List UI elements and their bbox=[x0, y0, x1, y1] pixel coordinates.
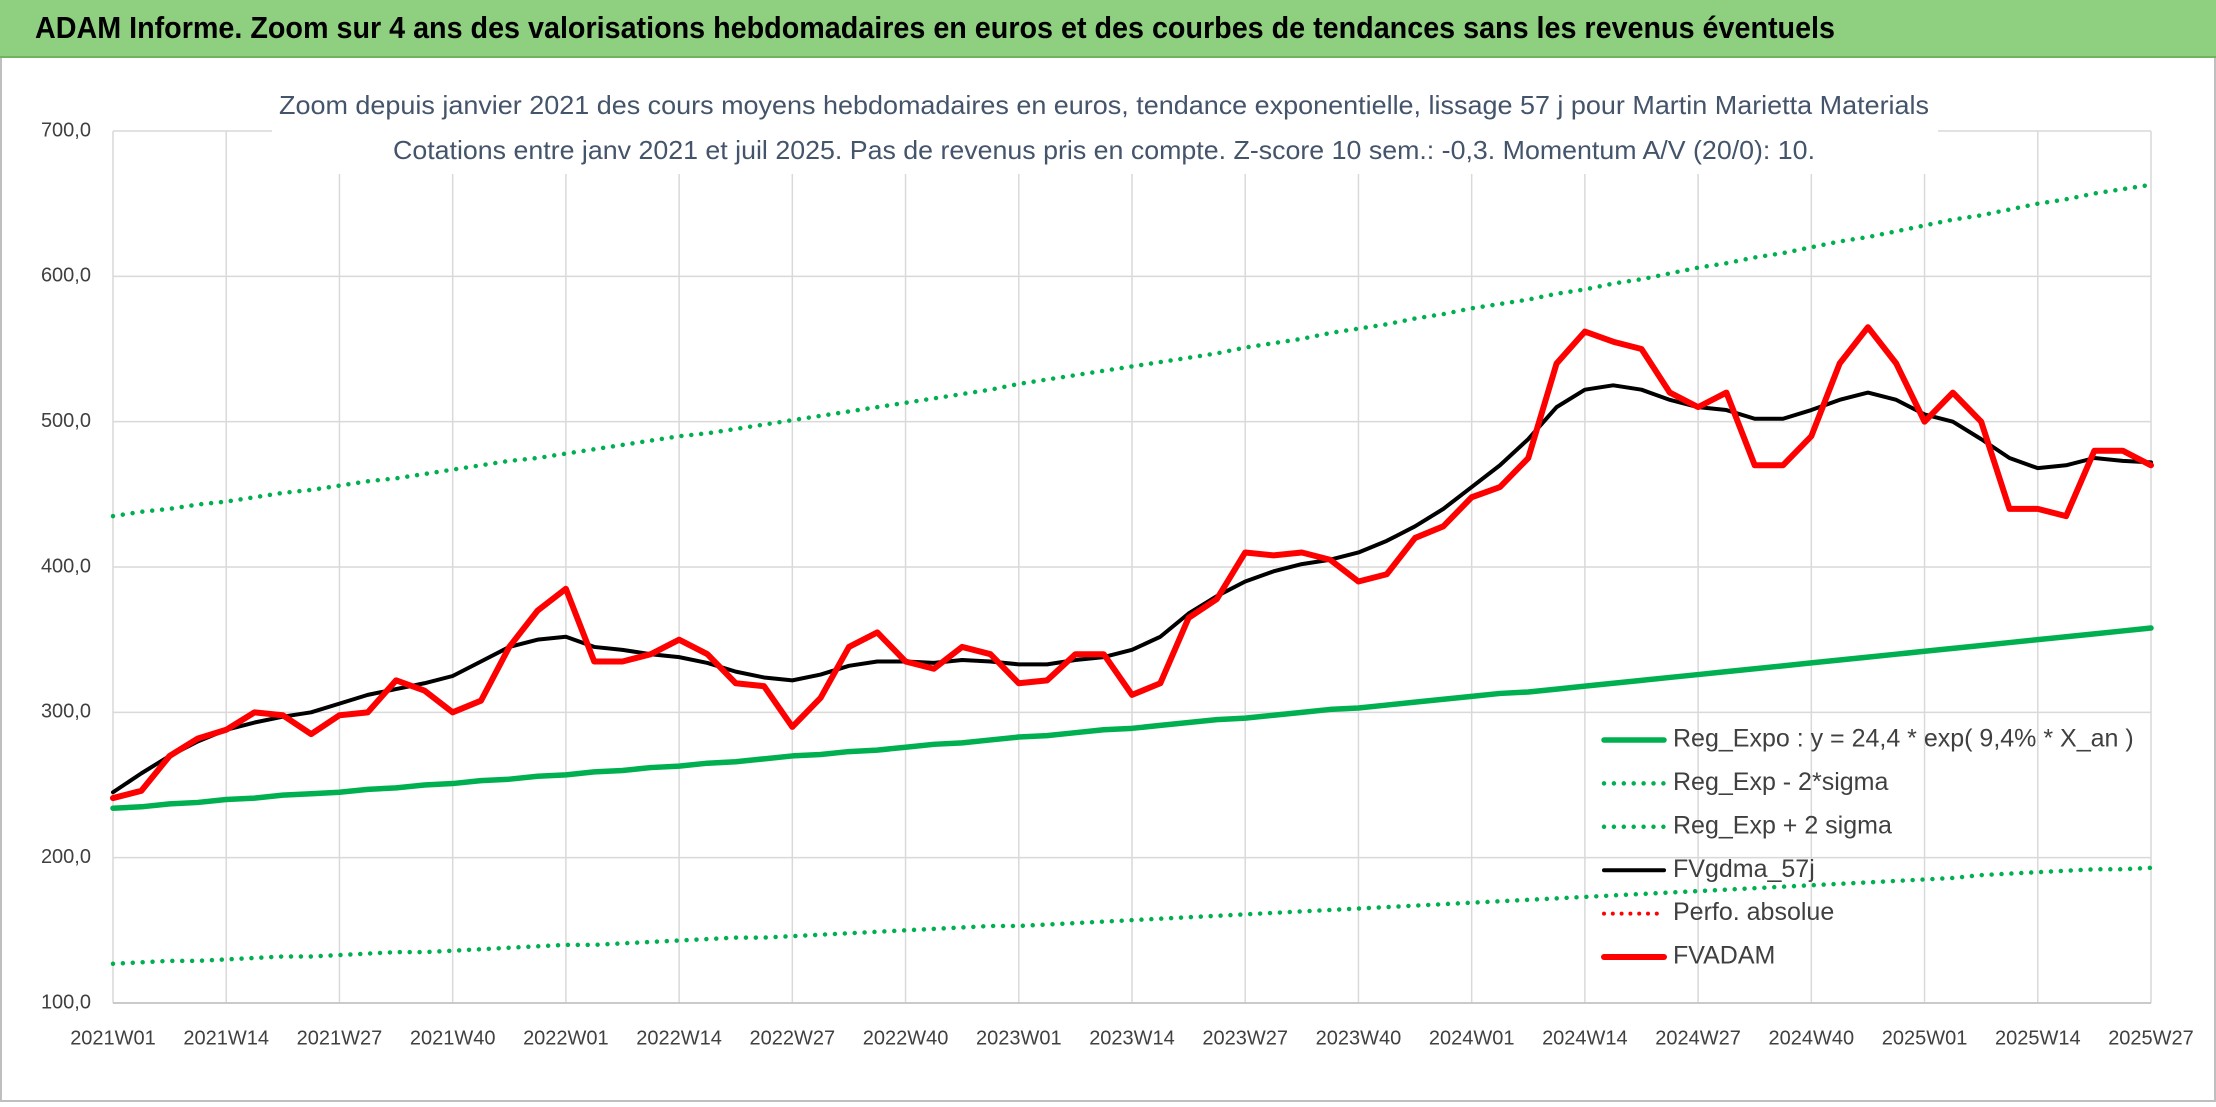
series-line bbox=[110, 182, 2154, 519]
x-tick-label: 2021W14 bbox=[183, 1027, 269, 1049]
x-tick-label: 2023W14 bbox=[1089, 1027, 1175, 1049]
banner-bg bbox=[0, 0, 2216, 57]
legend-label: Reg_Exp + 2 sigma bbox=[1673, 811, 1892, 839]
y-tick-label: 500,0 bbox=[41, 410, 91, 432]
chart-title: Zoom depuis janvier 2021 des cours moyen… bbox=[279, 90, 1929, 120]
chart-subtitle: Cotations entre janv 2021 et juil 2025. … bbox=[393, 135, 1815, 165]
x-tick-label: 2023W01 bbox=[976, 1027, 1062, 1049]
series-line bbox=[110, 324, 2154, 802]
x-tick-label: 2025W27 bbox=[2108, 1027, 2194, 1049]
y-tick-label: 600,0 bbox=[41, 265, 91, 287]
y-tick-label: 700,0 bbox=[41, 119, 91, 141]
x-tick-label: 2025W14 bbox=[1995, 1027, 2081, 1049]
series-line bbox=[111, 383, 2153, 795]
x-tick-label: 2022W01 bbox=[523, 1027, 609, 1049]
x-tick-label: 2023W40 bbox=[1316, 1027, 1402, 1049]
legend: Reg_Expo : y = 24,4 * exp( 9,4% * X_an )… bbox=[1601, 725, 2134, 970]
legend-label: Reg_Expo : y = 24,4 * exp( 9,4% * X_an ) bbox=[1673, 725, 2134, 753]
banner-title: ADAM Informe. Zoom sur 4 ans des valoris… bbox=[35, 10, 1835, 45]
y-tick-label: 300,0 bbox=[41, 701, 91, 723]
y-tick-label: 400,0 bbox=[41, 555, 91, 577]
x-tick-label: 2022W27 bbox=[750, 1027, 836, 1049]
x-tick-label: 2023W27 bbox=[1202, 1027, 1288, 1049]
y-tick-label: 100,0 bbox=[41, 991, 91, 1013]
x-tick-label: 2025W01 bbox=[1882, 1027, 1968, 1049]
x-tick-label: 2021W27 bbox=[297, 1027, 383, 1049]
legend-label: Perfo. absolue bbox=[1673, 898, 1834, 926]
y-tick-label: 200,0 bbox=[41, 846, 91, 868]
title-box bbox=[272, 84, 1938, 174]
series-line bbox=[110, 865, 2154, 967]
x-tick-label: 2024W14 bbox=[1542, 1027, 1628, 1049]
x-tick-label: 2022W40 bbox=[863, 1027, 949, 1049]
legend-label: FVgdma_57j bbox=[1673, 855, 1815, 883]
x-tick-label: 2021W40 bbox=[410, 1027, 496, 1049]
x-tick-label: 2024W40 bbox=[1769, 1027, 1855, 1049]
x-tick-label: 2024W01 bbox=[1429, 1027, 1515, 1049]
x-tick-label: 2021W01 bbox=[70, 1027, 156, 1049]
legend-label: FVADAM bbox=[1673, 942, 1775, 970]
series-line bbox=[110, 625, 2154, 811]
x-tick-label: 2024W27 bbox=[1655, 1027, 1741, 1049]
x-tick-label: 2022W14 bbox=[636, 1027, 722, 1049]
legend-label: Reg_Exp - 2*sigma bbox=[1673, 768, 1888, 796]
